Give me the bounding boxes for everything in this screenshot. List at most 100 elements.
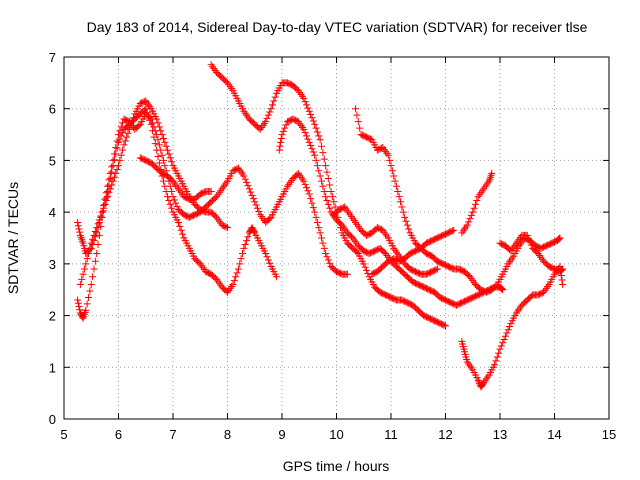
data-point (496, 345, 504, 353)
data-point (276, 142, 284, 150)
data-point (76, 306, 84, 314)
data-point (176, 222, 184, 230)
data-point (271, 93, 279, 101)
data-point (353, 248, 361, 256)
data-point (108, 181, 116, 189)
data-point (352, 105, 360, 113)
data-point (463, 221, 471, 229)
data-point (304, 104, 312, 112)
data-point (356, 124, 364, 132)
data-point (251, 198, 259, 206)
data-point (448, 227, 456, 235)
data-point (497, 342, 505, 350)
data-point (300, 125, 308, 133)
data-point (91, 257, 99, 265)
data-point (150, 123, 158, 131)
y-tick-label: 7 (49, 50, 56, 65)
data-point (450, 226, 458, 234)
data-point (102, 197, 110, 205)
x-tick-label: 11 (384, 427, 398, 442)
data-point (255, 207, 263, 215)
data-point (169, 193, 177, 201)
data-point (115, 162, 122, 170)
data-point (266, 215, 274, 223)
data-point (465, 218, 473, 226)
data-point (525, 235, 533, 243)
data-point (488, 169, 496, 177)
data-point (270, 97, 278, 105)
data-point (83, 300, 91, 308)
data-point (245, 185, 253, 193)
data-point (469, 208, 477, 216)
data-point (232, 273, 240, 281)
data-point (360, 260, 368, 268)
data-point (527, 241, 535, 249)
data-point (319, 239, 327, 247)
data-point (113, 137, 121, 145)
data-point (466, 215, 474, 223)
data-point (154, 153, 162, 161)
data-point (361, 263, 369, 271)
data-point (267, 105, 275, 113)
data-point (151, 140, 159, 148)
data-point (82, 260, 90, 268)
series-track-10 (458, 169, 496, 237)
data-point (78, 275, 86, 283)
data-point (495, 349, 503, 357)
data-point (262, 118, 270, 126)
data-point (303, 101, 311, 109)
data-point (74, 222, 82, 230)
data-point (113, 165, 121, 173)
data-point (222, 223, 230, 231)
data-point (308, 199, 316, 207)
data-point (86, 287, 94, 295)
data-point (112, 144, 120, 151)
x-axis-label: GPS time / hours (283, 458, 390, 474)
data-point (172, 199, 180, 207)
series-track-7 (330, 203, 441, 278)
data-point (101, 195, 109, 203)
data-point (555, 235, 563, 243)
data-point (312, 213, 320, 221)
data-point (93, 229, 101, 237)
x-tick-label: 14 (547, 427, 561, 442)
data-point (320, 187, 328, 195)
data-point (129, 114, 137, 122)
data-point (151, 127, 159, 135)
data-point (102, 189, 110, 197)
data-point (474, 376, 482, 384)
data-point (266, 108, 274, 116)
data-point (323, 168, 331, 176)
data-point (241, 175, 249, 183)
data-point (309, 204, 317, 212)
data-point (149, 119, 157, 127)
data-point (470, 204, 478, 212)
data-point (330, 198, 338, 206)
y-tick-label: 4 (49, 205, 56, 220)
data-point (309, 148, 317, 156)
y-tick-label: 6 (49, 102, 56, 117)
data-point (89, 240, 97, 248)
data-point (499, 286, 507, 294)
data-point (327, 187, 335, 195)
data-point (475, 378, 483, 386)
data-point (264, 111, 272, 119)
data-point (236, 260, 244, 268)
data-point (155, 159, 163, 167)
data-point (305, 107, 313, 115)
data-point (154, 136, 162, 144)
series-track-8 (352, 105, 564, 296)
series-track-12 (496, 231, 567, 276)
data-point (392, 182, 400, 190)
data-point (557, 266, 565, 274)
data-point (89, 273, 97, 281)
data-point (104, 182, 112, 190)
data-point (316, 136, 324, 144)
data-point (157, 146, 165, 154)
data-point (312, 124, 320, 132)
data-point (323, 197, 331, 205)
data-point (492, 357, 500, 365)
data-point (277, 134, 285, 142)
data-point (326, 204, 334, 212)
